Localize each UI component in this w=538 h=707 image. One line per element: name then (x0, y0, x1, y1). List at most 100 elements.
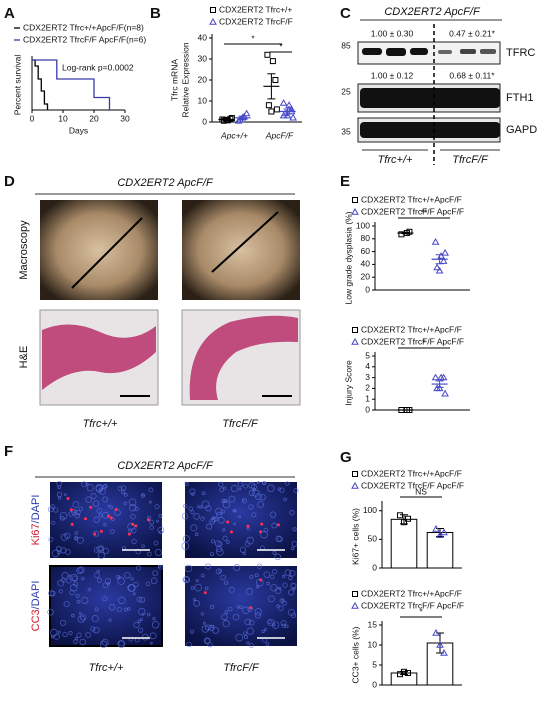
legend-label: CDX2ERT2 TfrcF/F ApcF/F(n=6) (23, 34, 146, 44)
legend-label: CDX2ERT2 Tfrc+/+ApcF/F (361, 194, 462, 204)
x-tick-label: 10 (58, 113, 68, 123)
nucleus (237, 481, 244, 488)
nucleus (248, 504, 254, 510)
nucleus (224, 610, 229, 615)
nucleus (50, 635, 54, 639)
nucleus (252, 489, 260, 497)
nucleus (96, 545, 103, 553)
nucleus (109, 529, 115, 534)
point (279, 99, 288, 106)
y-tick-label: 5 (365, 350, 370, 360)
significance: ** (421, 207, 428, 217)
legend-label: CDX2ERT2 Tfrc+/+ (219, 4, 292, 14)
row-label: H&E (18, 346, 30, 369)
nucleus (290, 612, 297, 619)
panel-title: CDX2ERT2 ApcF/F (117, 177, 214, 189)
stain: Ki67 (30, 523, 42, 545)
nucleus (136, 565, 142, 571)
nucleus (108, 618, 112, 622)
stain-spot (99, 529, 103, 533)
nucleus (202, 621, 206, 625)
nucleus (61, 572, 69, 580)
nucleus (101, 638, 109, 646)
y-tick-label: 0 (372, 679, 377, 689)
nucleus (274, 587, 282, 595)
point (441, 248, 449, 256)
nucleus (154, 548, 163, 556)
nucleus (106, 582, 111, 586)
panel-letter: E (340, 173, 350, 190)
nucleus (53, 507, 59, 513)
x-tick-label: 30 (120, 113, 130, 123)
nucleus (121, 490, 126, 495)
y-tick-label: 10 (368, 639, 378, 649)
nucleus (159, 530, 163, 534)
nucleus (289, 510, 295, 516)
nucleus (204, 638, 211, 644)
nucleus (213, 516, 219, 522)
point (351, 601, 359, 609)
stain-spot (66, 496, 70, 500)
stain-spot (226, 520, 230, 524)
point (351, 481, 359, 489)
needle (211, 211, 279, 273)
genotype: Tfrc+/+ (378, 154, 413, 166)
nucleus (204, 624, 212, 631)
nucleus (282, 582, 288, 588)
point (273, 106, 280, 113)
nucleus (242, 483, 249, 489)
point (279, 111, 288, 119)
nucleus (259, 494, 266, 501)
error-bar (401, 231, 410, 235)
point (289, 113, 297, 121)
nucleus (190, 524, 198, 532)
stain-spot (109, 516, 113, 520)
nucleus (221, 509, 226, 514)
nucleus (53, 633, 60, 640)
error-bar (267, 73, 276, 100)
nucleus (63, 493, 67, 496)
nucleus (239, 546, 246, 553)
nucleus (118, 640, 125, 647)
stain-spot (276, 523, 280, 527)
nucleus (59, 511, 68, 520)
nucleus (48, 590, 55, 597)
error-bar (222, 117, 231, 122)
nucleus (190, 510, 195, 515)
nucleus (123, 607, 128, 612)
y-axis-label: Injury Score (343, 360, 353, 406)
ratio: 1.00 ± 0.12 (371, 70, 414, 80)
annotation: Log-rank p=0.0002 (62, 62, 134, 72)
size-marker: 35 (341, 126, 351, 136)
nucleus (95, 483, 104, 492)
point (265, 102, 272, 109)
nucleus (137, 619, 141, 624)
nucleus (285, 624, 289, 629)
point (433, 263, 441, 271)
legend-label: CDX2ERT2 Tfrc+/+ApcF/F(n=8) (23, 22, 144, 32)
nucleus (204, 586, 209, 591)
ratio: 0.68 ± 0.11* (449, 70, 495, 80)
survival-line (32, 59, 111, 110)
nucleus (139, 596, 146, 603)
nucleus (215, 507, 223, 516)
point (432, 628, 440, 636)
nucleus (99, 640, 108, 649)
point (283, 111, 292, 119)
nucleus (193, 600, 200, 607)
y-tick-label: 3 (365, 372, 370, 382)
stain-spot (203, 591, 207, 595)
nucleus (205, 505, 212, 512)
row-label: CC3/DAPI (30, 581, 42, 632)
error-bar (435, 254, 444, 265)
nucleus (244, 541, 251, 547)
error-bar (435, 380, 444, 388)
stain-spot (259, 578, 263, 582)
row-label: Ki67/DAPI (30, 495, 42, 546)
y-tick-label: 10 (198, 95, 208, 105)
y-tick-label: 2 (365, 383, 370, 393)
nucleus (197, 505, 201, 509)
nucleus (73, 536, 79, 541)
nucleus (69, 589, 75, 596)
